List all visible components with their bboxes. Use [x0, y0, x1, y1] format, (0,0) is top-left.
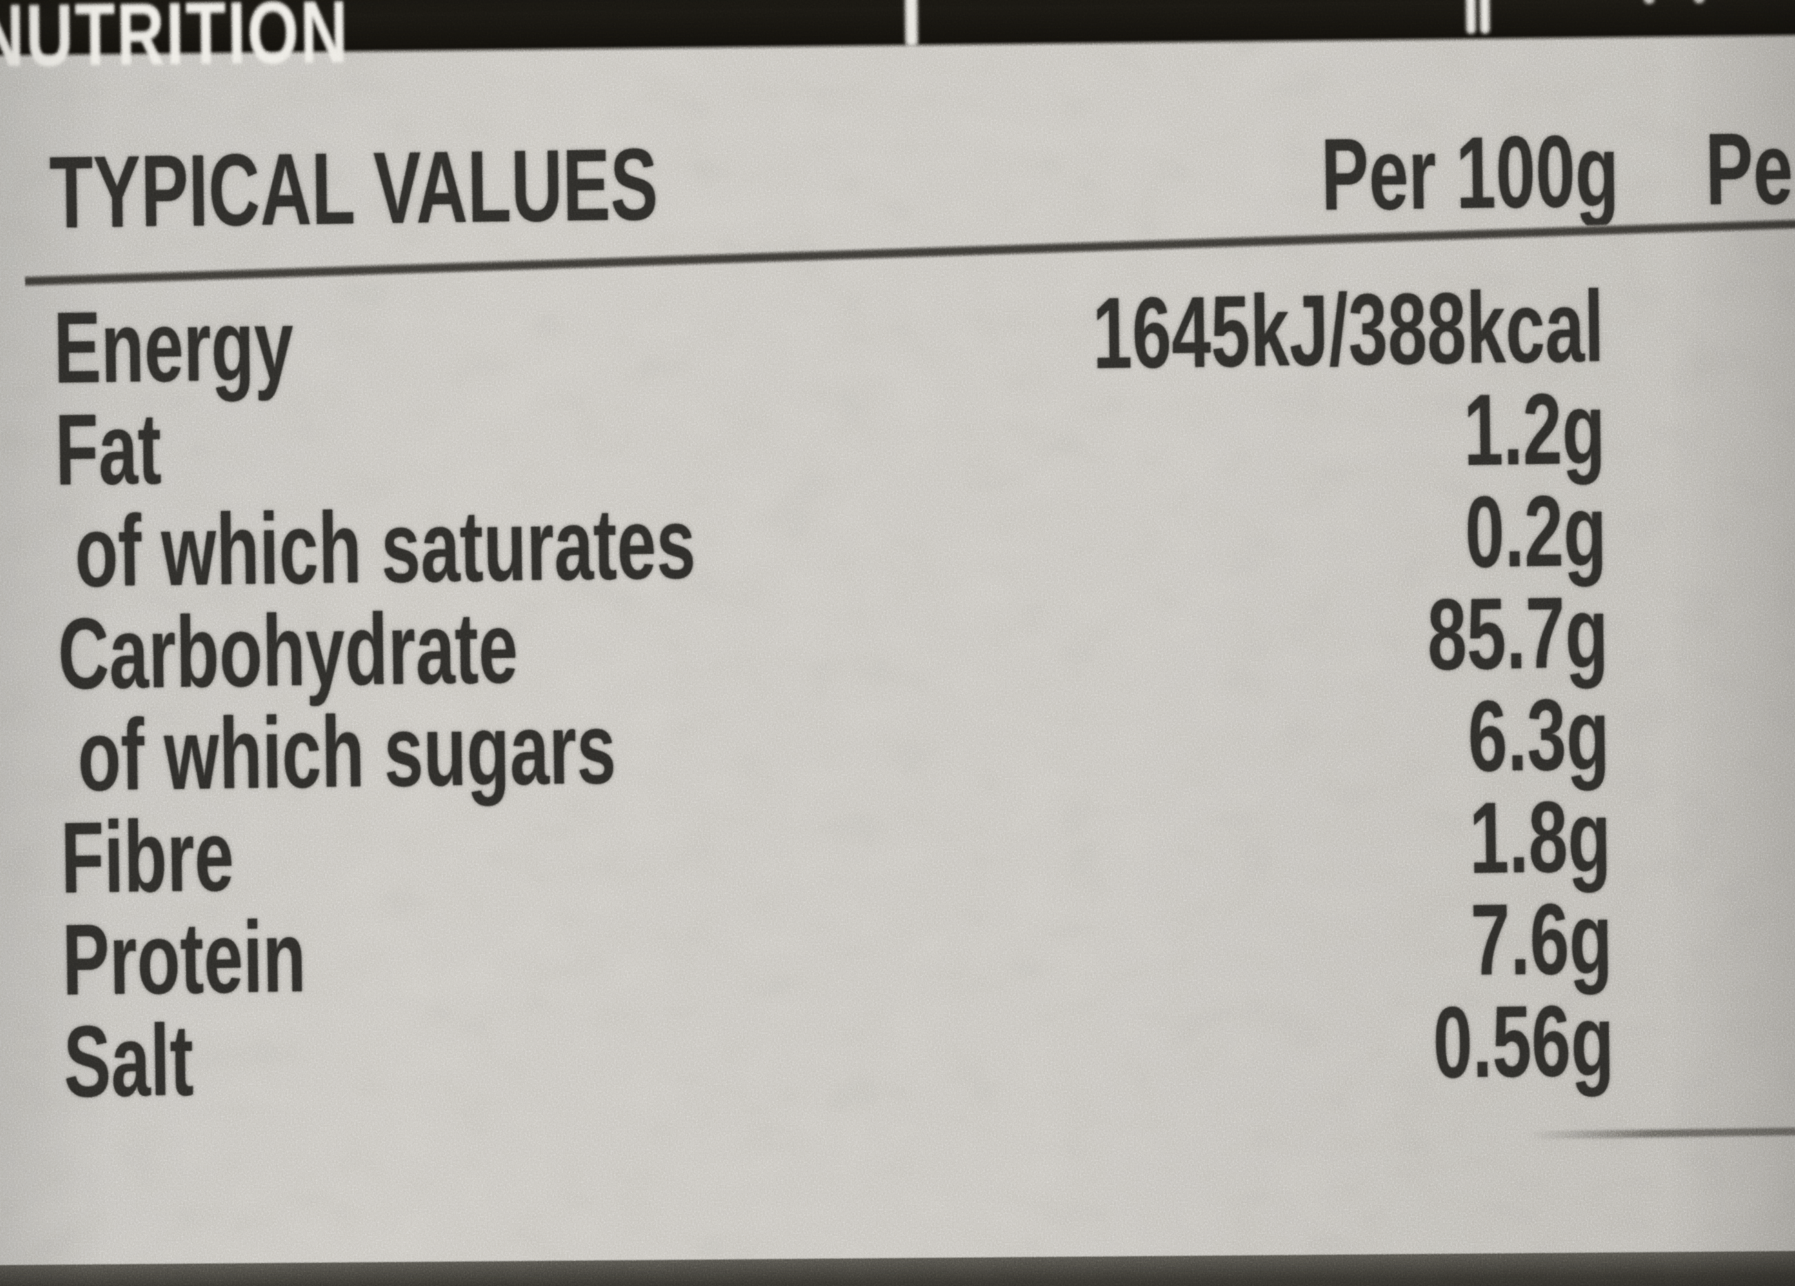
table-header-next-column-cutoff: Pe — [1704, 111, 1795, 227]
row-label: Salt — [62, 1004, 195, 1119]
row-value: 85.7g — [1426, 577, 1609, 692]
row-label: Energy — [53, 289, 295, 405]
row-label: Carbohydrate — [57, 592, 519, 711]
row-value: 6.3g — [1467, 679, 1611, 794]
row-value: 7.6g — [1469, 883, 1613, 998]
row-label: Fat — [54, 393, 163, 507]
row-value: 1.2g — [1462, 373, 1606, 488]
row-label: Protein — [61, 901, 307, 1017]
table-rows: Energy 1645kJ/388kcal Fat 1.2g of which … — [53, 271, 1615, 1119]
row-value: 0.56g — [1432, 985, 1615, 1100]
table-row-energy: Energy 1645kJ/388kcal — [53, 271, 1605, 405]
row-label: Fibre — [60, 800, 235, 915]
per-100g-text: Per 100g — [1320, 113, 1620, 233]
row-value: 1.8g — [1468, 781, 1612, 896]
row-value: 0.2g — [1464, 475, 1608, 590]
row-label: of which sugars — [76, 692, 617, 813]
adjacent-column-rule-fragment — [1526, 1125, 1795, 1140]
row-value: 1645kJ/388kcal — [1091, 271, 1605, 391]
table-header-per100g: Per 100g — [0, 113, 1620, 245]
row-label: of which saturates — [74, 487, 697, 609]
per-partial-text: Pe — [1704, 111, 1794, 227]
